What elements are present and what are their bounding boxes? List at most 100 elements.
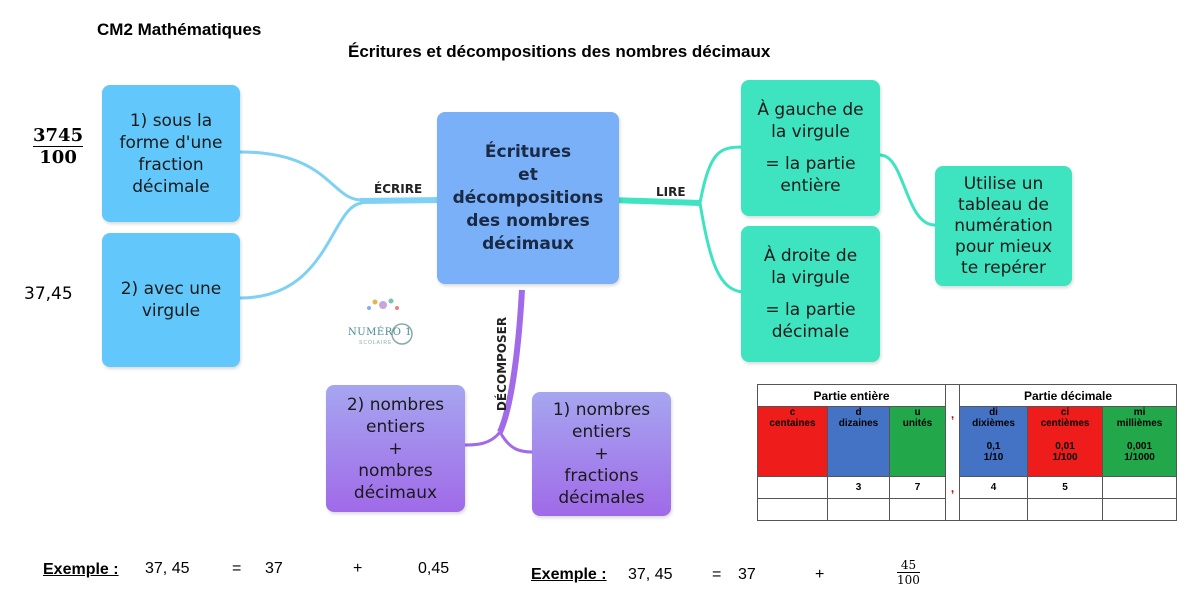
node-line: 1) sous la xyxy=(129,110,213,131)
connector-gauche xyxy=(698,145,744,204)
node-line: la virgule xyxy=(771,268,850,288)
connector-fractions xyxy=(498,431,533,454)
comma-mark: , xyxy=(950,406,955,421)
fraction-numerator: 45 xyxy=(900,558,917,572)
col-unites: u unités xyxy=(888,406,947,477)
node-line: nombres xyxy=(358,460,433,481)
fraction-bar xyxy=(33,146,84,147)
node-line: + xyxy=(594,444,609,464)
col-letter: ci xyxy=(1060,407,1070,418)
fraction-numerator: 3745 xyxy=(33,125,84,146)
header-partie-entiere: Partie entière xyxy=(756,384,947,407)
digit-cell: 4 xyxy=(959,476,1029,499)
node-line: Utilise un xyxy=(963,173,1044,194)
comma-header-cell xyxy=(945,384,961,407)
node-line: forme d'une xyxy=(119,132,223,153)
empty-cell xyxy=(757,498,828,521)
node-fraction-decimale: 1) sous la forme d'une fraction décimale xyxy=(102,85,240,222)
central-line: décompositions xyxy=(452,187,604,208)
connector-virgule xyxy=(239,201,363,300)
empty-cell xyxy=(827,498,890,521)
node-line: pour mieux xyxy=(955,236,1052,257)
fraction-denominator: 100 xyxy=(897,573,920,587)
logo-graphic xyxy=(367,298,413,345)
example-right-integer: 37 xyxy=(738,566,756,583)
comma-mark: , xyxy=(950,480,955,495)
example-label-right: Exemple : xyxy=(531,566,607,583)
logo-subtext: SCOLAIRE xyxy=(359,340,393,346)
connector-droite xyxy=(698,202,744,294)
col-value: 0,01 xyxy=(1055,441,1075,452)
example-left-number: 37, 45 xyxy=(145,560,190,577)
node-line: + xyxy=(388,438,403,459)
comma-cell: , xyxy=(945,476,961,499)
comma-cell: , xyxy=(945,406,961,477)
branch-label-decomposer: DÉCOMPOSER xyxy=(495,316,510,412)
digit-cell: 3 xyxy=(827,476,890,499)
empty-cell xyxy=(959,498,1029,521)
col-letter: u xyxy=(914,407,921,418)
empty-cell xyxy=(1027,498,1104,521)
col-name: dixièmes xyxy=(972,418,1015,429)
node-line: = la partie xyxy=(765,154,856,174)
node-tableau-numeration: Utilise un tableau de numération pour mi… xyxy=(935,166,1072,286)
page-title: Écritures et décompositions des nombres … xyxy=(348,42,771,61)
example-right-number: 37, 45 xyxy=(628,566,673,583)
empty-cell xyxy=(888,498,947,521)
empty-cell xyxy=(1102,498,1178,521)
col-name: centaines xyxy=(769,418,816,429)
node-line: À gauche de xyxy=(757,100,864,120)
node-line: virgule xyxy=(141,301,201,321)
col-name: unités xyxy=(902,418,933,429)
digit-cell xyxy=(1102,476,1178,499)
digit-cell: 7 xyxy=(888,476,947,499)
branch-label-ecrire: ÉCRIRE xyxy=(374,182,423,196)
col-dixiemes: di dixièmes 0,1 1/10 xyxy=(959,406,1029,477)
node-line: fraction xyxy=(138,154,204,175)
connector-ecrire xyxy=(359,197,446,204)
node-line: décimale xyxy=(771,322,850,342)
node-line: fractions xyxy=(564,466,639,486)
node-avec-virgule: 2) avec une virgule xyxy=(102,233,240,367)
connector-fraction xyxy=(239,150,363,202)
col-milliemes: mi millièmes 0,001 1/1000 xyxy=(1102,406,1178,477)
node-line: 1) nombres xyxy=(552,400,651,420)
central-node: Écritures et décompositions des nombres … xyxy=(437,112,619,284)
central-line: Écritures xyxy=(484,141,572,162)
col-name: dizaines xyxy=(838,418,879,429)
header-partie-decimale: Partie décimale xyxy=(959,384,1178,407)
node-line: te repérer xyxy=(961,257,1046,278)
node-partie-decimale: À droite de la virgule = la partie décim… xyxy=(741,226,880,362)
connector-lire xyxy=(611,197,701,206)
col-value: 0,001 xyxy=(1127,441,1153,452)
node-line: entiers xyxy=(572,422,631,442)
fraction-denominator: 100 xyxy=(39,147,77,168)
fraction-bar xyxy=(897,572,920,573)
example-right-fraction: 45 100 xyxy=(897,558,920,587)
node-line: numération xyxy=(954,215,1053,236)
digit-cell xyxy=(757,476,828,499)
node-nombres-decimaux: 2) nombres entiers + nombres décimaux xyxy=(326,385,465,512)
node-line: la virgule xyxy=(771,122,850,142)
branch-label-lire: LIRE xyxy=(656,185,686,199)
connector-decomposer xyxy=(497,289,525,434)
subject-title: CM2 Mathématiques xyxy=(97,20,262,39)
col-dizaines: d dizaines xyxy=(827,406,890,477)
numeration-table: Partie entière Partie décimale c centaine… xyxy=(756,384,1178,521)
col-letter: d xyxy=(855,407,862,418)
example-left-plus: + xyxy=(353,560,363,577)
col-value: 0,1 xyxy=(986,441,1001,452)
node-line: décimales xyxy=(558,488,645,508)
col-centaines: c centaines xyxy=(757,406,828,477)
numero1-logo: NUMÉRO 1 SCOLAIRE xyxy=(345,296,420,356)
example-left-integer: 37 xyxy=(265,560,283,577)
col-name: centièmes xyxy=(1040,418,1090,429)
fraction-example: 3745 100 xyxy=(33,125,84,168)
example-right-plus: + xyxy=(815,566,825,583)
col-letter: di xyxy=(989,407,998,418)
node-line: À droite de xyxy=(763,246,858,266)
virgule-example: 37,45 xyxy=(24,284,73,304)
example-left-decimal: 0,45 xyxy=(418,560,450,577)
node-fractions-decimales: 1) nombres entiers + fractions décimales xyxy=(532,392,671,516)
